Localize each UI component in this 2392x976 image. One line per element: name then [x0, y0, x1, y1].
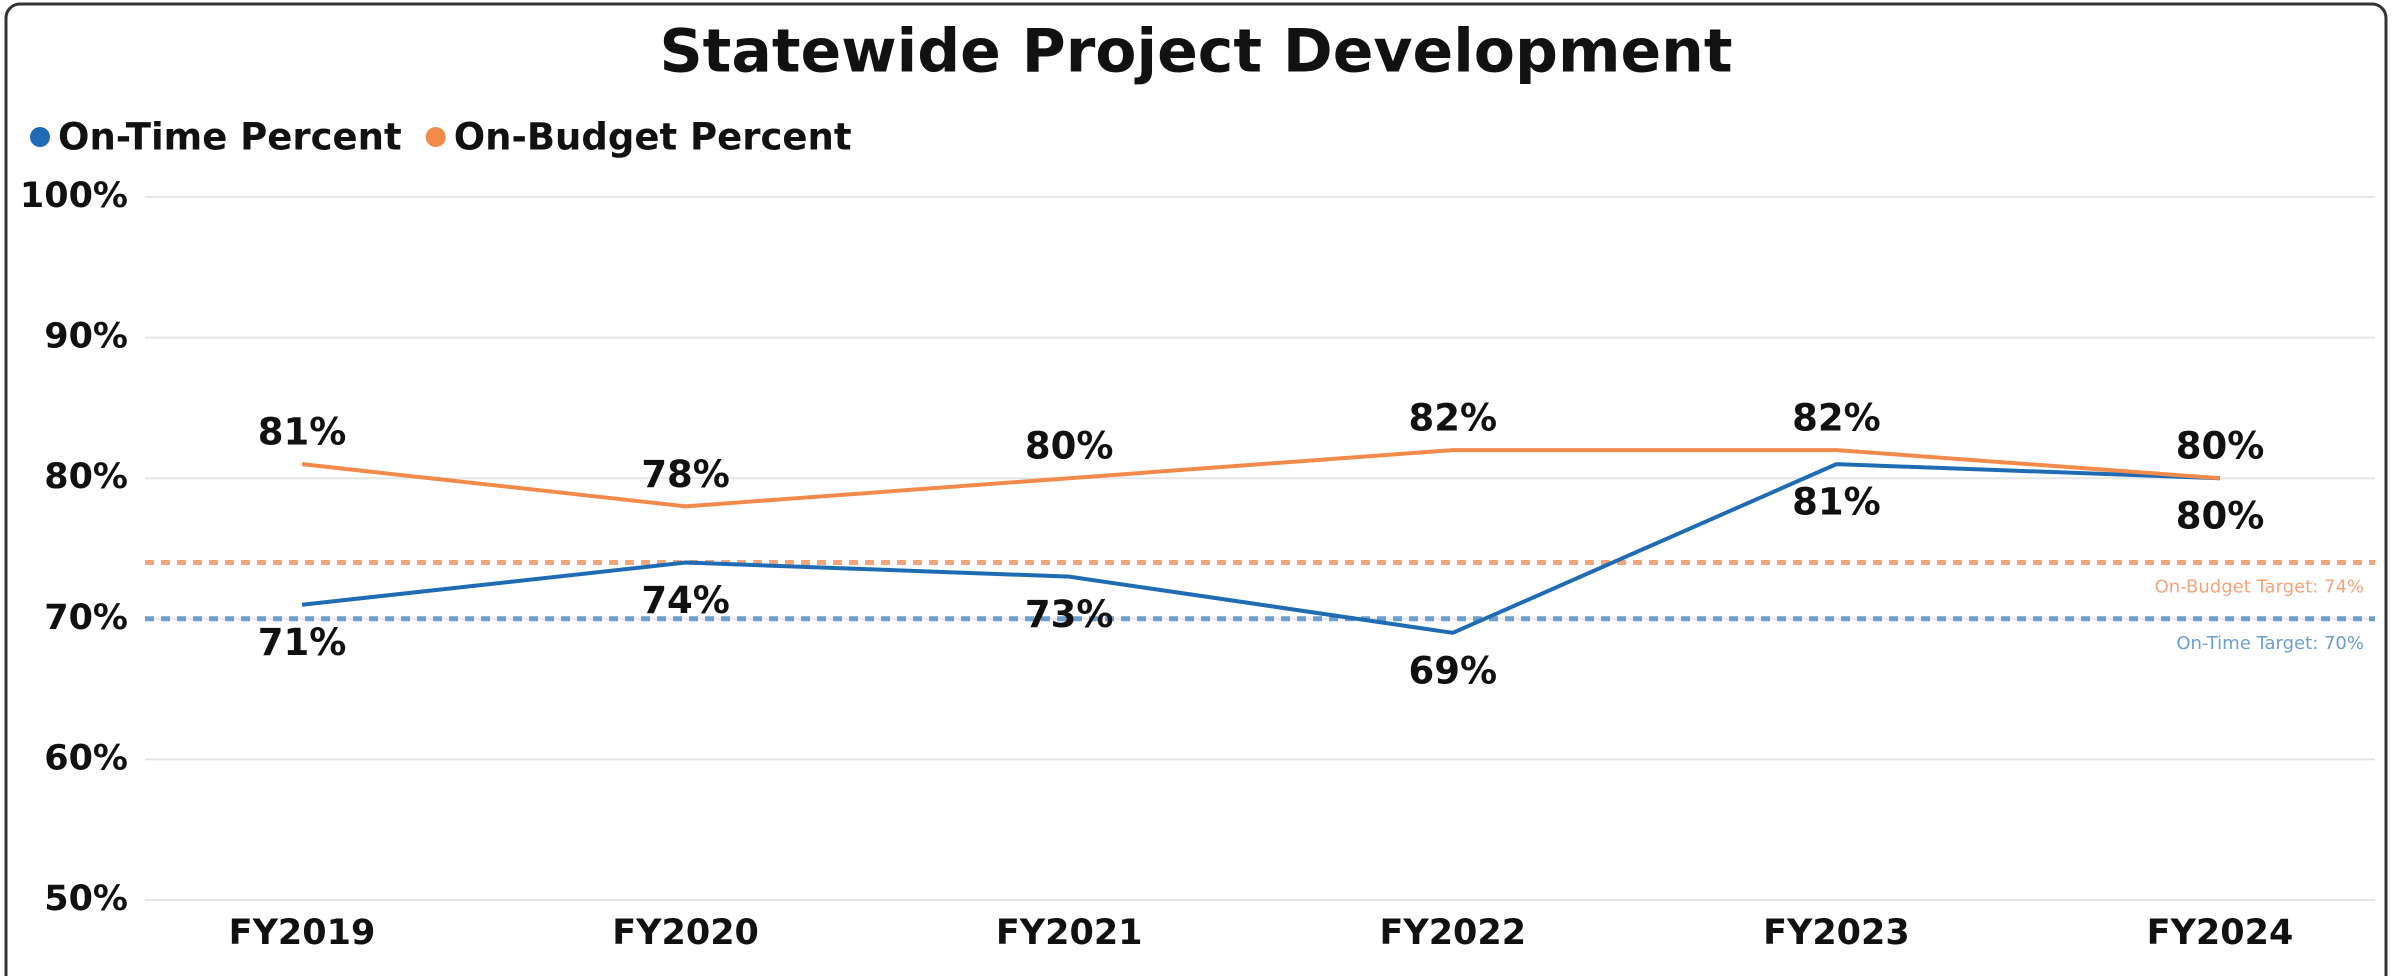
data-label: 82% — [1792, 397, 1881, 440]
data-label: 71% — [258, 621, 347, 664]
x-tick-label: FY2022 — [1379, 913, 1526, 953]
data-label: 74% — [641, 579, 730, 622]
x-tick-label: FY2020 — [612, 913, 759, 953]
reference-label: On-Time Target: 70% — [2176, 633, 2364, 654]
x-tick-label: FY2024 — [2147, 913, 2294, 953]
data-label: 80% — [1025, 425, 1114, 468]
legend-marker — [425, 127, 446, 147]
series-line — [301, 462, 2221, 635]
data-label: 81% — [1792, 481, 1881, 524]
data-label: 73% — [1025, 593, 1114, 636]
data-label: 81% — [258, 411, 347, 454]
data-label: 80% — [2176, 425, 2265, 468]
series-line — [301, 448, 2221, 509]
y-tick-label: 70% — [44, 598, 128, 638]
y-tick-label: 80% — [44, 457, 128, 497]
data-label: 78% — [641, 453, 730, 496]
reference-label: On-Budget Target: 74% — [2155, 577, 2364, 598]
legend-label: On-Budget Percent — [454, 116, 852, 159]
frame — [4, 2, 2388, 976]
x-tick-label: FY2021 — [996, 913, 1143, 953]
legend-marker — [30, 127, 50, 147]
legend-label: On-Time Percent — [58, 116, 402, 159]
y-tick-label: 60% — [44, 738, 128, 778]
y-tick-label: 50% — [44, 879, 128, 919]
chart-title: Statewide Project Development — [659, 17, 1732, 87]
x-tick-label: FY2019 — [229, 913, 376, 953]
x-tick-label: FY2023 — [1763, 913, 1910, 953]
y-tick-label: 100% — [20, 176, 128, 216]
data-label: 69% — [1409, 649, 1498, 692]
y-tick-label: 90% — [44, 317, 128, 357]
data-label: 82% — [1409, 397, 1498, 440]
data-label: 80% — [2176, 495, 2265, 538]
